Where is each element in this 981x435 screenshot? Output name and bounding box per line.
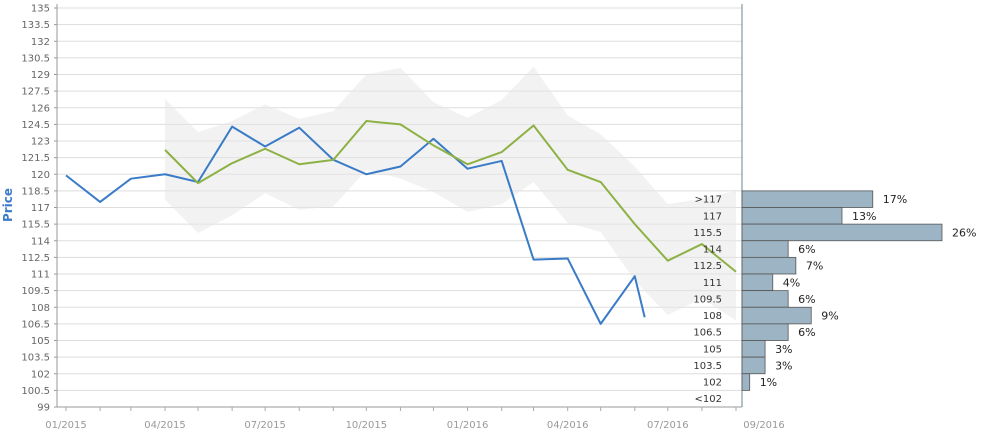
histogram-bar [741, 207, 843, 225]
histogram-bar [741, 256, 797, 275]
histogram-bin-label: 106.5 [693, 328, 722, 339]
y-tick-label: 100.5 [21, 386, 50, 397]
histogram-bin-label: 103.5 [693, 361, 722, 372]
histogram-bar [741, 223, 943, 242]
y-tick-label: 129 [31, 70, 50, 81]
histogram-bar [741, 306, 812, 325]
histogram-bar [741, 323, 789, 341]
x-tick-label: 07/2016 [647, 420, 689, 431]
y-tick-label: 132 [31, 37, 50, 48]
histogram-bin-label: >117 [695, 195, 722, 206]
histogram-bar [741, 340, 766, 358]
y-tick-label: 133.5 [21, 20, 50, 31]
histogram-pct-label: 4% [783, 276, 800, 289]
histogram-pct-label: 6% [798, 243, 815, 256]
histogram-bin-label: 109.5 [693, 294, 722, 305]
range-band [165, 66, 737, 321]
range-band-area [165, 66, 737, 321]
x-tick-label: 01/2016 [447, 420, 489, 431]
histogram-bar [741, 290, 789, 308]
histogram-pct-label: 1% [760, 376, 777, 389]
y-tick-label: 115.5 [21, 220, 50, 231]
histogram-pct-label: 3% [775, 359, 792, 372]
y-tick-labels: 135 133.5 132 130.5 129 127.5 126 124.5 123 121.5… [21, 4, 57, 414]
y-tick-label: 120 [31, 170, 50, 181]
y-axis-title: Price [1, 188, 15, 222]
y-tick-label: 126 [31, 103, 50, 114]
histogram-pct-label: 7% [806, 260, 823, 273]
histogram-bar [741, 190, 874, 208]
x-tick-label: 10/2015 [346, 420, 388, 431]
series-lines [65, 120, 737, 325]
histogram-bin-label: 114 [703, 245, 722, 256]
y-tick-label: 117 [31, 203, 50, 214]
y-tick-label: 118.5 [21, 186, 50, 197]
y-tick-label: 99 [37, 403, 50, 414]
y-tick-label: 106.5 [21, 319, 50, 330]
y-tick-label: 130.5 [21, 53, 50, 64]
histogram-bin-label: <102 [695, 394, 722, 405]
x-tick-label: 07/2015 [244, 420, 286, 431]
histogram-bar [741, 273, 774, 292]
histogram-pct-label: 9% [821, 310, 838, 323]
y-tick-label: 102 [31, 369, 50, 380]
y-tick-label: 124.5 [21, 120, 50, 131]
x-tick-label: 04/2016 [547, 420, 589, 431]
y-tick-label: 127.5 [21, 87, 50, 98]
histogram-bin-label: 108 [703, 311, 722, 322]
histogram-pct-label: 6% [798, 293, 815, 306]
x-tick-label: 01/2015 [45, 420, 87, 431]
y-tick-label: 123 [31, 137, 50, 148]
histogram-pct-label: 6% [798, 326, 815, 339]
y-tick-label: 121.5 [21, 153, 50, 164]
x-tick-labels: 01/2015 04/2015 07/2015 10/2015 01/2016 04/20… [45, 407, 785, 431]
histogram-bin-label: 112.5 [693, 261, 722, 272]
series-line-1 [65, 125, 646, 325]
y-tick-label: 108 [31, 303, 50, 314]
histogram-bin-label: 117 [703, 211, 722, 222]
x-tick-label: 09/2016 [743, 420, 785, 431]
y-tick-label: 111 [31, 270, 50, 281]
y-tick-label: 105 [31, 336, 50, 347]
histogram: >117 17% 117 13% 115.5 26% 114 6% 112.5 7% 111 4% 10… [693, 190, 976, 405]
series-line-2 [164, 120, 737, 273]
histogram-pct-label: 3% [775, 343, 792, 356]
y-tick-label: 109.5 [21, 286, 50, 297]
histogram-bar [741, 240, 789, 258]
histogram-bin-label: 115.5 [693, 228, 722, 239]
y-tick-label: 112.5 [21, 253, 50, 264]
y-tick-label: 114 [31, 236, 50, 247]
histogram-pct-label: 17% [883, 193, 907, 206]
histogram-bar [741, 356, 766, 375]
x-tick-label: 04/2015 [144, 420, 186, 431]
histogram-bin-label: 102 [703, 378, 722, 389]
histogram-bar [741, 373, 751, 391]
histogram-bin-label: 105 [703, 344, 722, 355]
histogram-bin-label: 111 [703, 278, 722, 289]
y-tick-label: 103.5 [21, 353, 50, 364]
histogram-pct-label: 26% [952, 226, 976, 239]
y-tick-label: 135 [31, 4, 50, 15]
histogram-pct-label: 13% [852, 210, 876, 223]
